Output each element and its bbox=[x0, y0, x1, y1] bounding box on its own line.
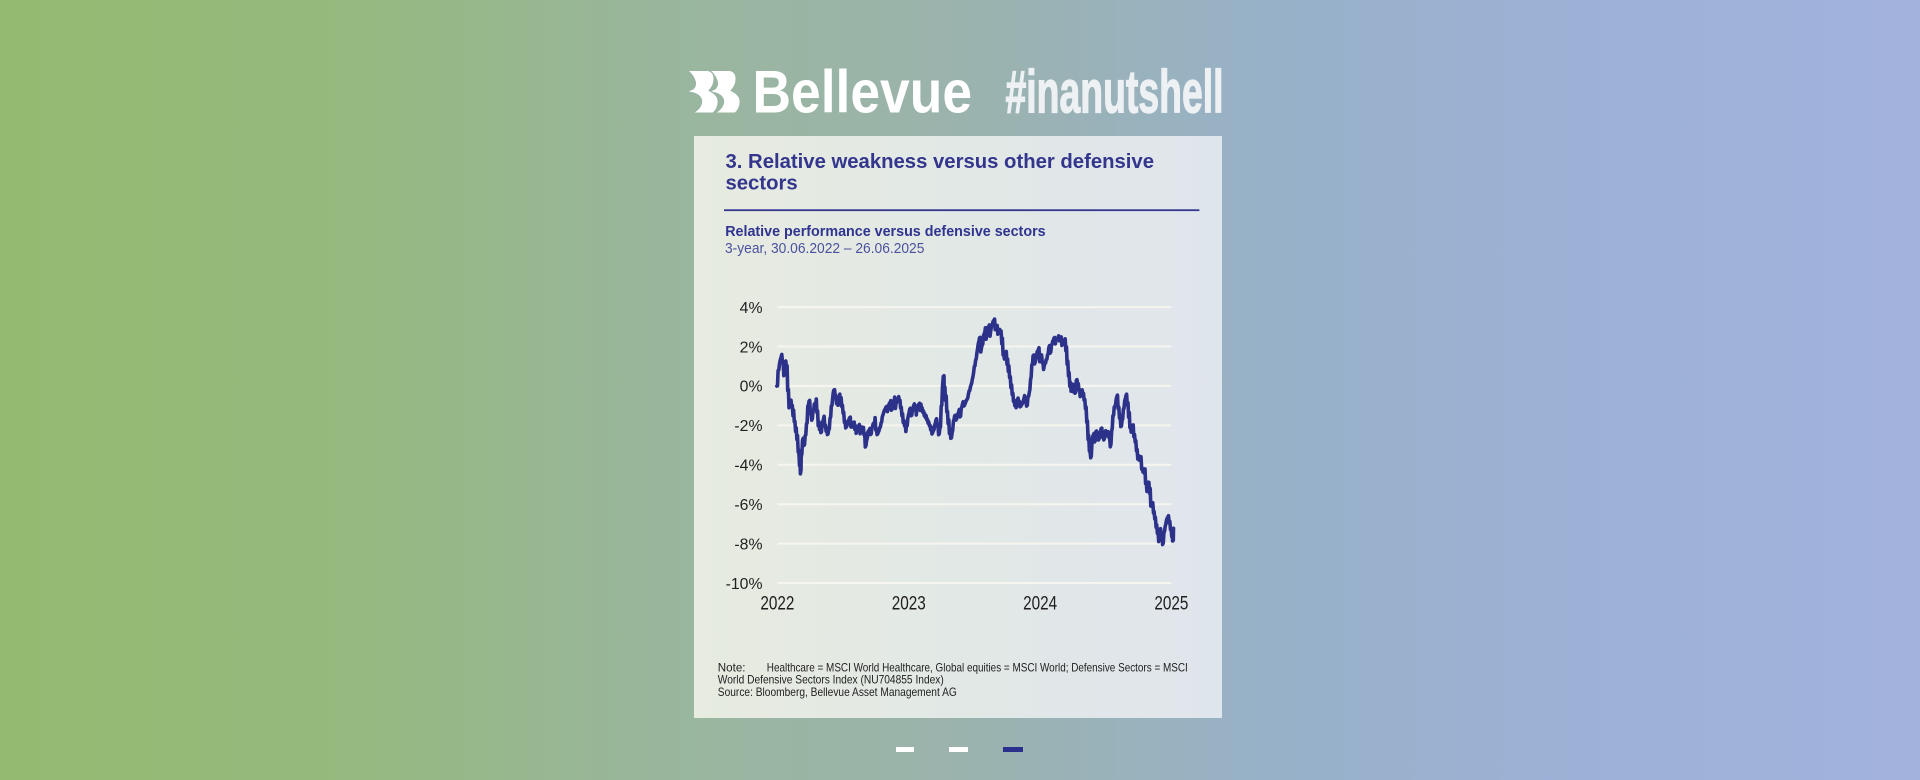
svg-text:3. Relative weakness versus ot: 3. Relative weakness versus other defens… bbox=[726, 150, 1155, 172]
svg-text:2%: 2% bbox=[740, 339, 763, 356]
svg-text:0%: 0% bbox=[740, 378, 763, 395]
svg-text:-4%: -4% bbox=[734, 457, 762, 474]
svg-text:2022: 2022 bbox=[760, 593, 794, 614]
svg-text:Bellevue: Bellevue bbox=[753, 59, 973, 126]
svg-text:#inanutshell: #inanutshell bbox=[1006, 59, 1224, 126]
svg-text:2023: 2023 bbox=[892, 593, 926, 614]
svg-text:Healthcare = MSCI World Health: Healthcare = MSCI World Healthcare, Glob… bbox=[767, 661, 1188, 674]
svg-text:3-year, 30.06.2022 – 26.06.202: 3-year, 30.06.2022 – 26.06.2025 bbox=[725, 240, 924, 256]
svg-text:-8%: -8% bbox=[734, 536, 762, 553]
svg-text:Note:: Note: bbox=[718, 661, 746, 674]
svg-text:-10%: -10% bbox=[726, 575, 763, 592]
svg-text:-2%: -2% bbox=[734, 418, 762, 435]
svg-text:Relative performance versus de: Relative performance versus defensive se… bbox=[725, 224, 1045, 240]
svg-text:2024: 2024 bbox=[1023, 593, 1057, 614]
svg-text:4%: 4% bbox=[740, 299, 763, 316]
svg-text:Source: Bloomberg, Bellevue As: Source: Bloomberg, Bellevue Asset Manage… bbox=[718, 685, 957, 698]
svg-text:2025: 2025 bbox=[1154, 593, 1188, 614]
svg-text:sectors: sectors bbox=[726, 172, 798, 194]
svg-text:-6%: -6% bbox=[734, 497, 762, 514]
svg-text:World Defensive Sectors Index: World Defensive Sectors Index (NU704855 … bbox=[718, 673, 944, 686]
